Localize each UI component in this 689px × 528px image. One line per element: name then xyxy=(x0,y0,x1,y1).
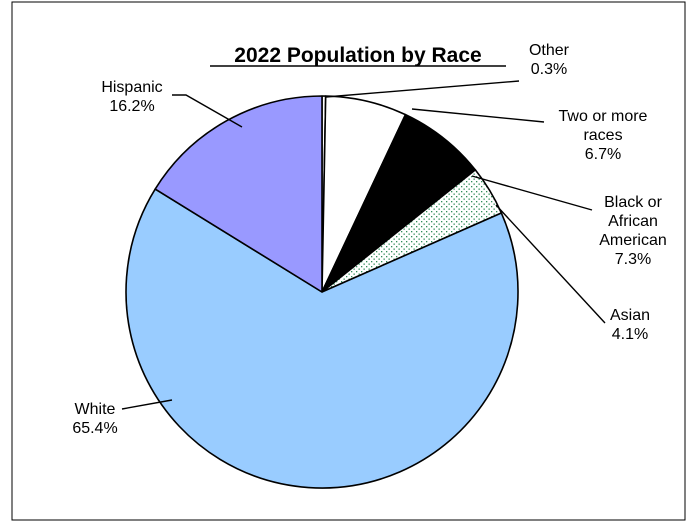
leader-line-hispanic xyxy=(172,94,243,128)
label-asian: Asian 4.1% xyxy=(610,307,650,343)
label-other: Other 0.3% xyxy=(529,42,570,78)
leader-line-other xyxy=(325,80,520,98)
leader-line-black-or-african-american xyxy=(471,175,593,211)
chart-title: 2022 Population by Race xyxy=(234,44,481,67)
slice-white xyxy=(125,188,519,489)
leader-lines xyxy=(121,80,606,410)
label-two-or-more-races: Two or more races 6.7% xyxy=(559,108,648,163)
label-white: White 65.4% xyxy=(72,401,117,437)
leader-line-asian xyxy=(495,204,606,324)
leader-line-white xyxy=(121,399,173,410)
slice-hispanic xyxy=(154,95,323,293)
plot-border xyxy=(11,1,686,521)
leader-line-two-or-more-races xyxy=(411,108,545,123)
slice-labels: Other 0.3% Two or more races 6.7% Black or Afr… xyxy=(72,42,666,437)
label-hispanic: Hispanic 16.2% xyxy=(101,79,162,115)
pie-slices xyxy=(125,95,519,489)
label-black-or-african-american: Black or African American 7.3% xyxy=(599,194,667,268)
